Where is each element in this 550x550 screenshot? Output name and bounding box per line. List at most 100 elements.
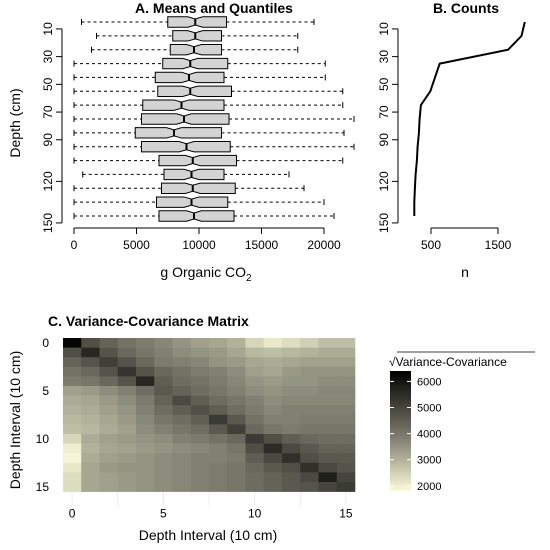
panel-c-cell	[209, 376, 228, 387]
panel-c-cell	[99, 482, 119, 492]
panel-c-cell	[81, 338, 100, 348]
panel-c-cell	[300, 357, 319, 368]
panel-c-cell	[117, 338, 137, 348]
panel-c-cell	[172, 366, 192, 377]
panel-c-cell	[245, 443, 265, 454]
panel-c-cell	[282, 462, 301, 473]
panel-c-cell	[209, 453, 228, 464]
panel-a-box-body	[161, 182, 236, 194]
panel-a-ylabel: Depth (cm)	[7, 88, 23, 157]
panel-c-cell	[154, 453, 173, 464]
panel-c-ytick-label: 15	[36, 480, 50, 494]
panel-c-cell	[63, 347, 82, 358]
panel-c-cell	[63, 443, 82, 454]
panel-c-cell	[172, 386, 192, 396]
panel-a-box	[73, 85, 344, 97]
panel-c-cell	[209, 366, 228, 377]
panel-c-cell	[209, 386, 228, 396]
panel-c-cell	[282, 386, 301, 396]
panel-c-cell	[99, 357, 119, 368]
panel-c-cell	[245, 338, 265, 348]
panel-c-cell	[227, 376, 246, 387]
legend-tick-label: 4000	[417, 429, 441, 441]
panel-c-cell	[209, 338, 228, 348]
panel-c-cell	[172, 443, 192, 454]
panel-c-cell	[172, 424, 192, 435]
panel-b-ytick-label: 70	[377, 105, 391, 119]
legend-ticks: 2000 3000 4000 5000 6000	[390, 376, 441, 493]
panel-c-cell	[336, 376, 356, 387]
panel-c-cell	[209, 443, 228, 454]
panel-c-cell	[336, 424, 356, 435]
panel-c-cell	[263, 376, 283, 387]
panel-c-cell	[263, 347, 283, 358]
panel-c-cell	[154, 424, 173, 435]
panel-c-cell	[99, 405, 119, 416]
panel-c-xtick-label: 5	[160, 507, 167, 521]
panel-a-ticks: 0 5000 10000 15000 20000 10 30 50 70 90 120 150	[41, 22, 341, 252]
panel-c-cell	[190, 472, 210, 483]
panel-c-cell	[81, 453, 100, 464]
panel-c-cell	[63, 338, 82, 348]
panel-c-cell	[263, 434, 283, 444]
panel-c-ytick-label: 10	[36, 432, 50, 446]
panel-a-box-body	[142, 99, 225, 111]
panel-c-cell	[117, 443, 137, 454]
panel-c-cell	[63, 424, 82, 435]
panel-a-box	[73, 113, 355, 125]
panel-c-cell	[300, 424, 319, 435]
panel-c-cell	[263, 453, 283, 464]
panel-c-cell	[318, 366, 338, 377]
panel-c-cell	[117, 405, 137, 416]
panel-c-cell	[117, 453, 137, 464]
panel-c-cell	[117, 482, 137, 492]
panel-c-cell	[263, 472, 283, 483]
panel-b-xlabel: n	[461, 264, 469, 280]
panel-c-cell	[190, 386, 210, 396]
panel-c-cell	[63, 472, 82, 483]
panel-c-cell	[172, 414, 192, 425]
panel-c-cell	[63, 395, 82, 406]
panel-c-cell	[209, 357, 228, 368]
panel-c-cell	[282, 414, 301, 425]
panel-c-cell	[136, 395, 155, 406]
panel-c-cell	[282, 395, 301, 406]
panel-a-box	[73, 154, 344, 167]
panel-a-ytick-label: 150	[41, 213, 55, 233]
panel-c-cell	[245, 453, 265, 464]
panel-c-cell	[336, 482, 356, 492]
panel-c-cell	[263, 482, 283, 492]
panel-c-cell	[245, 434, 265, 444]
panel-c-cell	[117, 395, 137, 406]
panel-a-xlabel-main: g Organic CO	[160, 264, 246, 280]
panel-c-cell	[81, 414, 100, 425]
panel-c-cell	[154, 395, 173, 406]
panel-c-cell	[318, 338, 338, 348]
panel-c-cell	[282, 338, 301, 348]
panel-c-cell	[99, 434, 119, 444]
panel-c-cell	[336, 395, 356, 406]
panel-a-ytick-label: 120	[41, 171, 55, 191]
panel-c-cell	[336, 347, 356, 358]
panel-c-cell	[154, 434, 173, 444]
panel-c-cell	[227, 357, 246, 368]
panel-c-cell	[63, 434, 82, 444]
panel-a-box	[73, 196, 325, 208]
panel-c-cell	[117, 472, 137, 483]
panel-c-cell	[263, 462, 283, 473]
panel-c-cell	[263, 338, 283, 348]
panel-c-legend: √Variance-Covariance 2000 3000 4000 5000 600…	[389, 351, 535, 493]
panel-c-cell	[63, 366, 82, 377]
panel-c-cell	[263, 405, 283, 416]
panel-c-cell	[245, 376, 265, 387]
panel-c-xlabel: Depth Interval (10 cm)	[139, 527, 278, 543]
panel-a-box	[73, 182, 305, 194]
panel-c-cell	[245, 366, 265, 377]
panel-c-cell	[245, 424, 265, 435]
panel-c-cell	[263, 357, 283, 368]
panel-c-cell	[81, 482, 100, 492]
panel-c-cell	[227, 366, 246, 377]
panel-b-ytick-label: 30	[377, 50, 391, 64]
panel-c-cell	[300, 366, 319, 377]
panel-a-boxes	[73, 16, 355, 222]
